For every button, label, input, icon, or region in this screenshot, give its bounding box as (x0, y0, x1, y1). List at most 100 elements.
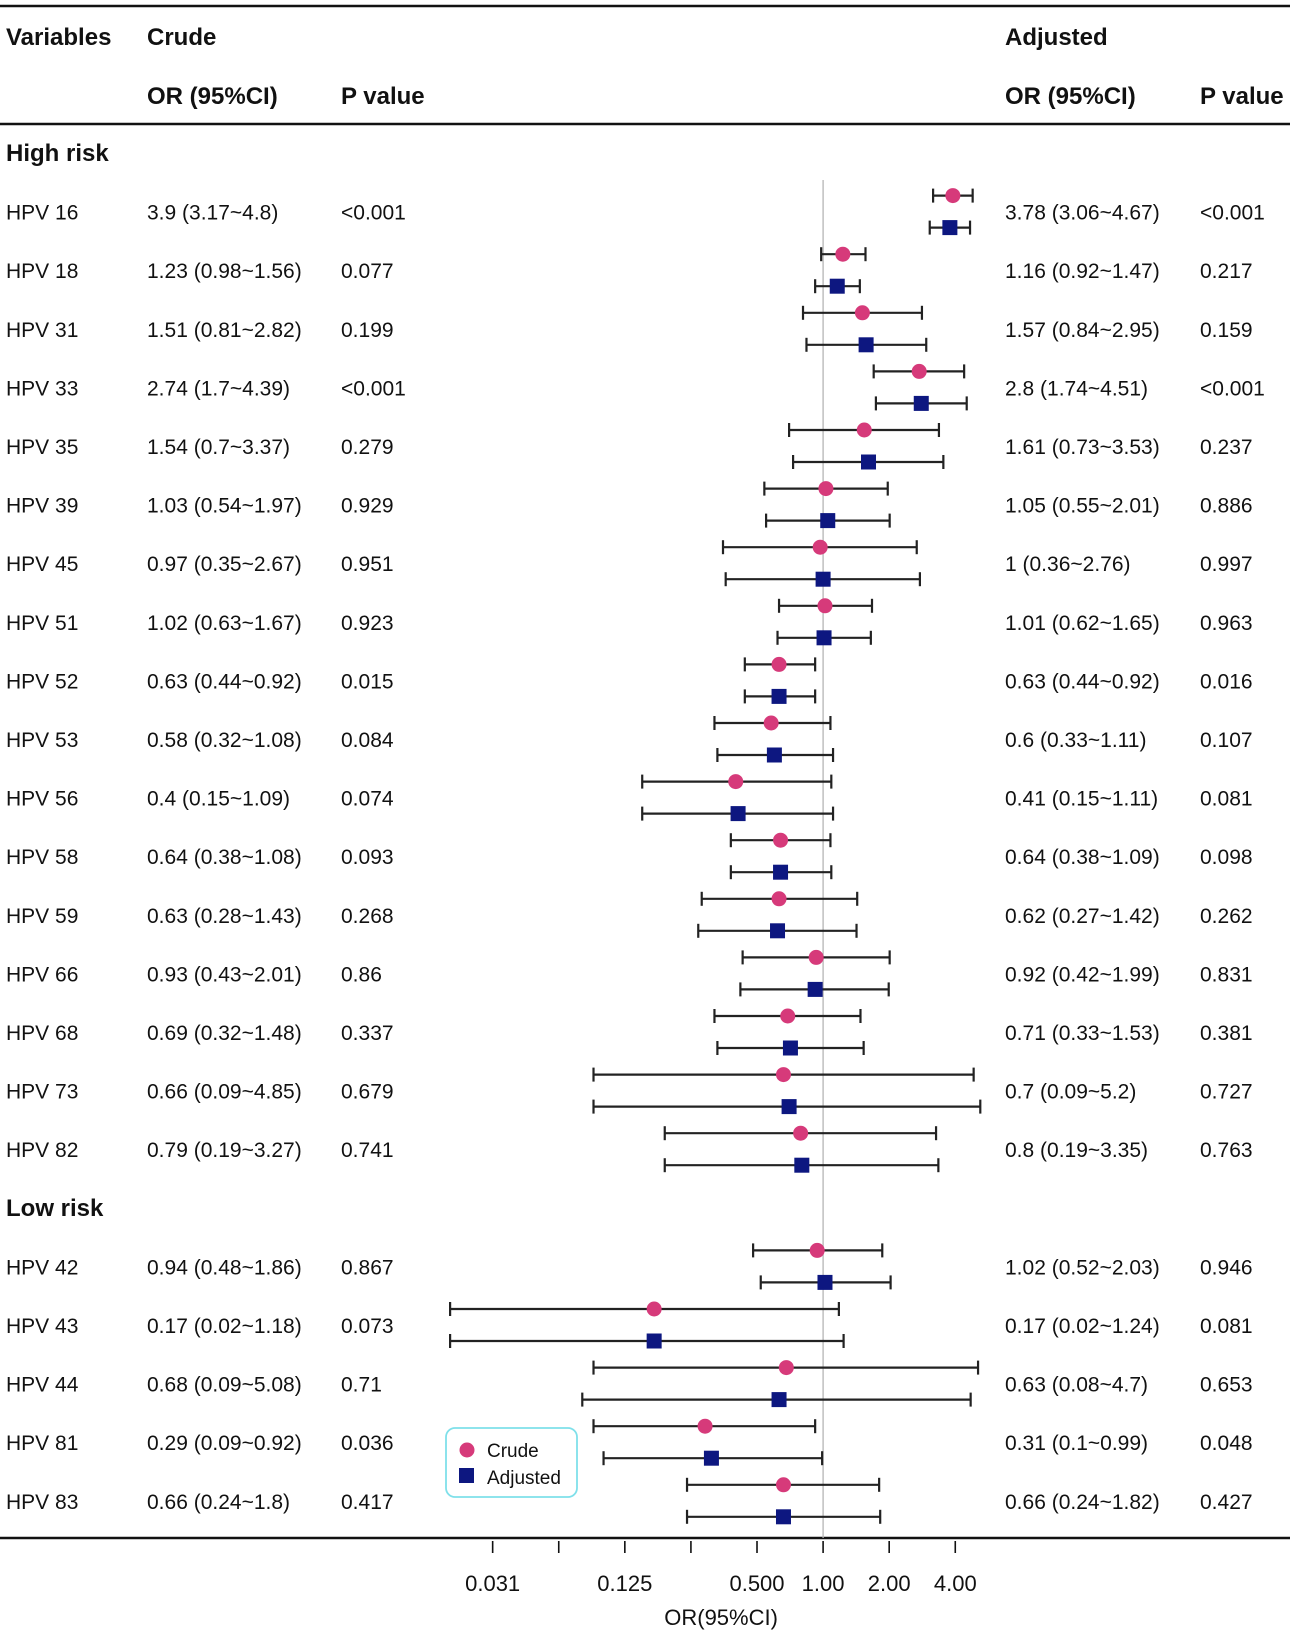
marks-hpv-33 (872, 363, 968, 411)
adjusted-p-value: 0.763 (1200, 1139, 1253, 1162)
adjusted-p-value: 0.107 (1200, 729, 1253, 752)
crude-or-ci: 0.97 (0.35~2.67) (147, 553, 302, 576)
marks-hpv-66 (739, 949, 891, 997)
crude-point (771, 891, 787, 907)
crude-point (778, 1360, 794, 1376)
marks-hpv-42 (752, 1242, 892, 1290)
marks-hpv-73 (592, 1067, 982, 1115)
adjusted-or-ci: 0.31 (0.1~0.99) (1005, 1432, 1148, 1455)
marks-hpv-45 (721, 539, 921, 587)
table-row: HPV 16 3.9 (3.17~4.8) <0.001 3.78 (3.06~4.6… (6, 202, 1265, 225)
adjusted-point (858, 337, 874, 353)
crude-or-ci: 1.02 (0.63~1.67) (147, 612, 302, 635)
table-row: HPV 51 1.02 (0.63~1.67) 0.923 1.01 (0.62~1.… (6, 612, 1253, 635)
adjusted-or-ci: 2.8 (1.74~4.51) (1005, 377, 1148, 400)
row-label: HPV 18 (6, 260, 78, 283)
table-row: HPV 18 1.23 (0.98~1.56) 0.077 1.16 (0.92~1.… (6, 260, 1253, 283)
adjusted-point (730, 806, 746, 822)
crude-p-value: 0.093 (341, 846, 394, 869)
crude-point (911, 363, 927, 379)
adjusted-p-value: 0.727 (1200, 1081, 1253, 1104)
legend-adjusted-label: Adjusted (487, 1468, 561, 1489)
crude-p-value: 0.279 (341, 436, 394, 459)
legend-adjusted-marker (459, 1468, 474, 1483)
adjusted-p-value: 0.098 (1200, 846, 1253, 869)
adjusted-point (775, 1509, 791, 1525)
adjusted-or-ci: 0.6 (0.33~1.11) (1005, 729, 1146, 752)
adjusted-p-value: 0.831 (1200, 963, 1253, 986)
crude-or-ci: 1.54 (0.7~3.37) (147, 436, 290, 459)
crude-point (856, 422, 872, 438)
marks-hpv-82 (663, 1125, 940, 1173)
adjusted-or-ci: 0.63 (0.08~4.7) (1005, 1374, 1148, 1397)
crude-or-ci: 0.4 (0.15~1.09) (147, 788, 290, 811)
table-row: HPV 44 0.68 (0.09~5.08) 0.71 0.63 (0.08~4.7… (6, 1374, 1253, 1397)
x-tick-label: 4.00 (934, 1571, 977, 1596)
marks-hpv-56 (641, 774, 835, 822)
table-row: HPV 53 0.58 (0.32~1.08) 0.084 0.6 (0.33~1.1… (6, 729, 1253, 752)
marks-hpv-83 (685, 1477, 882, 1525)
crude-point (945, 188, 961, 204)
x-tick-label: 1.00 (802, 1571, 845, 1596)
header-adjusted-p-value: P value (1200, 83, 1284, 110)
row-label: HPV 73 (6, 1081, 78, 1104)
row-label: HPV 59 (6, 905, 78, 928)
adjusted-or-ci: 0.41 (0.15~1.11) (1005, 788, 1158, 811)
adjusted-point (771, 1392, 787, 1408)
adjusted-p-value: 0.963 (1200, 612, 1253, 635)
crude-or-ci: 0.64 (0.38~1.08) (147, 846, 302, 869)
row-label: HPV 43 (6, 1315, 78, 1338)
marks-hpv-39 (763, 481, 891, 529)
forest-marks (449, 188, 982, 1525)
row-label: HPV 16 (6, 202, 78, 225)
adjusted-point (817, 1274, 833, 1290)
crude-p-value: 0.71 (341, 1374, 382, 1397)
table-row: HPV 35 1.54 (0.7~3.37) 0.279 1.61 (0.73~3.5… (6, 436, 1253, 459)
adjusted-p-value: <0.001 (1200, 202, 1265, 225)
adjusted-point (771, 688, 787, 704)
adjusted-or-ci: 1.61 (0.73~3.53) (1005, 436, 1160, 459)
header-adjusted-or-ci: OR (95%CI) (1005, 83, 1136, 110)
adjusted-or-ci: 0.92 (0.42~1.99) (1005, 963, 1160, 986)
marks-hpv-53 (713, 715, 835, 763)
marks-hpv-16 (928, 188, 974, 236)
row-label: HPV 56 (6, 788, 78, 811)
x-tick-label: 0.125 (597, 1571, 652, 1596)
table-row: HPV 45 0.97 (0.35~2.67) 0.951 1 (0.36~2.76)… (6, 553, 1253, 576)
row-label: HPV 42 (6, 1256, 78, 1279)
crude-p-value: 0.951 (341, 553, 394, 576)
row-label: HPV 68 (6, 1022, 78, 1045)
crude-or-ci: 0.63 (0.28~1.43) (147, 905, 302, 928)
crude-p-value: 0.015 (341, 670, 394, 693)
crude-p-value: 0.741 (341, 1139, 394, 1162)
marks-hpv-44 (581, 1360, 980, 1408)
row-label: HPV 44 (6, 1374, 79, 1397)
crude-p-value: 0.077 (341, 260, 394, 283)
crude-point (780, 1008, 796, 1024)
crude-point (775, 1067, 791, 1083)
marks-hpv-43 (449, 1301, 845, 1349)
crude-or-ci: 0.29 (0.09~0.92) (147, 1432, 302, 1455)
crude-or-ci: 0.69 (0.32~1.48) (147, 1022, 302, 1045)
crude-point (793, 1125, 809, 1141)
crude-p-value: <0.001 (341, 377, 406, 400)
adjusted-point (766, 747, 782, 763)
header-variables: Variables (6, 24, 111, 51)
crude-point (646, 1301, 662, 1317)
adjusted-or-ci: 0.66 (0.24~1.82) (1005, 1491, 1160, 1514)
crude-p-value: 0.268 (341, 905, 394, 928)
table-row: HPV 66 0.93 (0.43~2.01) 0.86 0.92 (0.42~1.9… (6, 963, 1253, 986)
adjusted-point (770, 923, 786, 939)
table-row: HPV 73 0.66 (0.09~4.85) 0.679 0.7 (0.09~5.2… (6, 1081, 1253, 1104)
crude-or-ci: 0.63 (0.44~0.92) (147, 670, 302, 693)
table-row: HPV 43 0.17 (0.02~1.18) 0.073 0.17 (0.02~1.… (6, 1315, 1253, 1338)
crude-p-value: 0.923 (341, 612, 394, 635)
header-adjusted: Adjusted (1005, 24, 1108, 51)
adjusted-or-ci: 0.17 (0.02~1.24) (1005, 1315, 1160, 1338)
crude-point (771, 656, 787, 672)
table-row: HPV 52 0.63 (0.44~0.92) 0.015 0.63 (0.44~0.… (6, 670, 1253, 693)
row-label: HPV 58 (6, 846, 78, 869)
adjusted-or-ci: 0.8 (0.19~3.35) (1005, 1139, 1148, 1162)
adjusted-point (782, 1040, 798, 1056)
